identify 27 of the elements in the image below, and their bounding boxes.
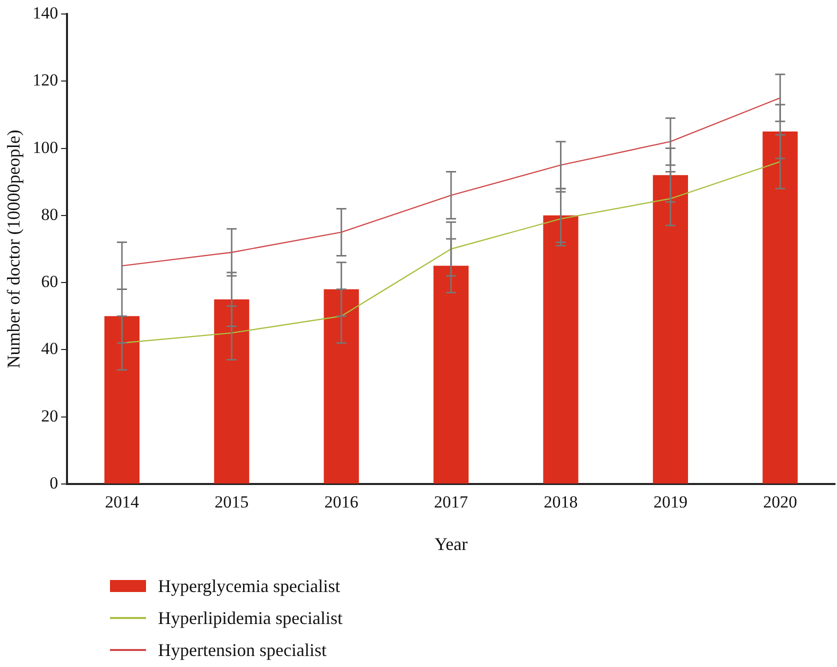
x-tick-label: 2017: [434, 492, 469, 512]
x-tick-label: 2020: [763, 492, 798, 512]
y-tick-label: 0: [50, 473, 58, 492]
x-tick-label: 2018: [544, 492, 578, 512]
bar: [214, 299, 250, 484]
y-tick-label: 140: [32, 3, 58, 22]
y-tick-label: 80: [41, 204, 58, 224]
y-tick-label: 60: [41, 272, 58, 292]
y-tick-label: 120: [32, 70, 58, 90]
y-axis-title: Number of doctor (10000people): [4, 130, 24, 368]
x-tick-label: 2014: [104, 492, 140, 512]
y-tick-label: 20: [41, 406, 58, 426]
x-tick-label: 2015: [214, 492, 249, 512]
legend-label: Hyperglycemia specialist: [158, 576, 340, 596]
legend-label: Hypertension specialist: [158, 640, 326, 660]
bar: [434, 266, 469, 484]
bar: [762, 132, 798, 484]
y-tick-label: 40: [41, 339, 58, 358]
x-axis-title: Year: [434, 534, 468, 554]
bar: [104, 316, 140, 484]
x-tick-label: 2016: [324, 492, 358, 512]
y-tick-label: 100: [32, 138, 58, 157]
bar: [652, 175, 688, 484]
x-tick-label: 2019: [653, 492, 688, 512]
bar: [324, 289, 359, 484]
bar: [543, 215, 578, 484]
legend-label: Hyperlipidemia specialist: [158, 608, 342, 628]
